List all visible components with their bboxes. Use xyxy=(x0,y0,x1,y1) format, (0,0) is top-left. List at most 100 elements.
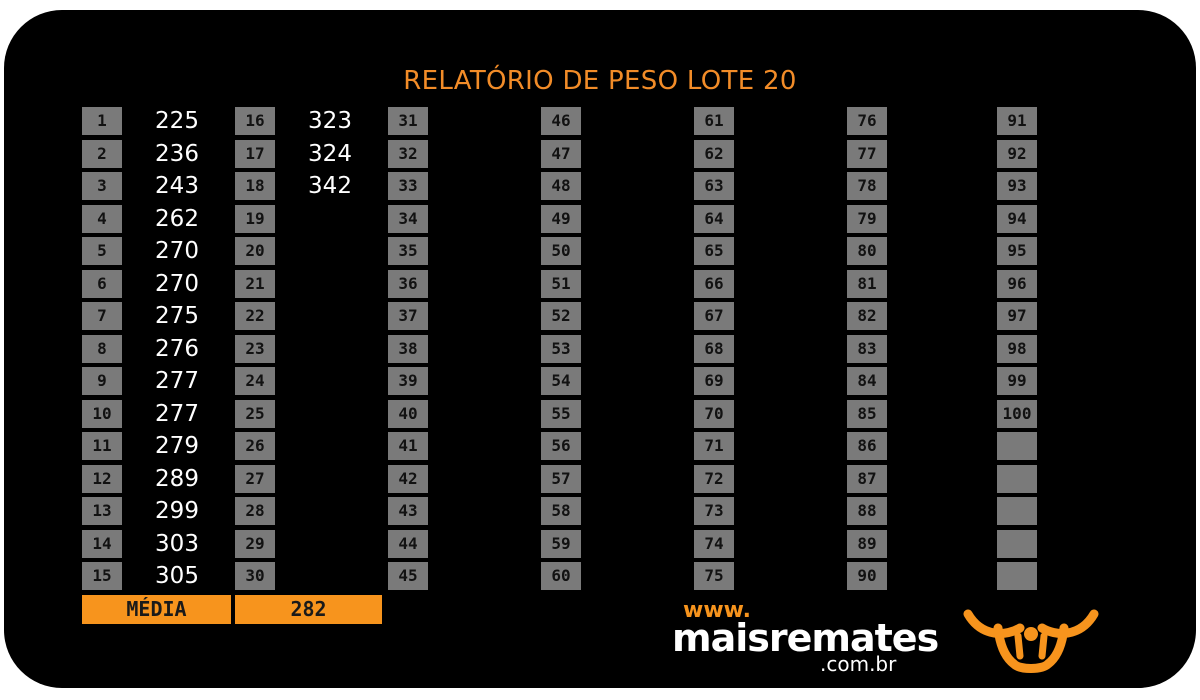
animal-weight: 276 xyxy=(155,335,199,362)
animal-number: 70 xyxy=(694,399,734,428)
animal-number: 48 xyxy=(541,172,581,200)
bull-head-icon xyxy=(963,609,1099,673)
animal-number: 68 xyxy=(694,334,734,363)
animal-number: 45 xyxy=(388,562,428,590)
animal-number: 75 xyxy=(694,562,734,590)
animal-number: 20 xyxy=(235,237,275,265)
animal-number: 37 xyxy=(388,302,428,330)
animal-number: 26 xyxy=(235,432,275,460)
animal-weight: 236 xyxy=(155,140,199,167)
animal-number: 60 xyxy=(541,562,581,590)
animal-weight: 243 xyxy=(155,173,199,199)
average-label: MÉDIA xyxy=(82,595,231,624)
animal-number: 2 xyxy=(82,139,122,168)
animal-number: 27 xyxy=(235,464,275,493)
animal-number: 43 xyxy=(388,497,428,525)
animal-number: 49 xyxy=(541,204,581,233)
animal-weight: 275 xyxy=(155,303,199,329)
animal-weight: 277 xyxy=(155,400,199,427)
animal-number: 53 xyxy=(541,334,581,363)
animal-number: 83 xyxy=(847,334,887,363)
logo-name: maisremates xyxy=(672,616,939,660)
animal-number: 30 xyxy=(235,562,275,590)
animal-number: 22 xyxy=(235,302,275,330)
animal-number: 88 xyxy=(847,497,887,525)
animal-number: 63 xyxy=(694,172,734,200)
animal-number: 96 xyxy=(997,269,1037,298)
animal-number: 8 xyxy=(82,334,122,363)
average-value: 282 xyxy=(235,595,382,624)
animal-weight: 299 xyxy=(155,498,199,524)
animal-number: 67 xyxy=(694,302,734,330)
animal-weight: 270 xyxy=(155,238,199,264)
animal-number: 11 xyxy=(82,432,122,460)
animal-number: 5 xyxy=(82,237,122,265)
animal-number: 66 xyxy=(694,269,734,298)
animal-number: 94 xyxy=(997,204,1037,233)
animal-number: 76 xyxy=(847,107,887,135)
animal-number: 98 xyxy=(997,334,1037,363)
animal-weight: 303 xyxy=(155,530,199,557)
animal-number: 78 xyxy=(847,172,887,200)
animal-number: 99 xyxy=(997,367,1037,395)
animal-number: 40 xyxy=(388,399,428,428)
animal-number: 73 xyxy=(694,497,734,525)
empty-cell xyxy=(997,497,1037,525)
animal-number: 79 xyxy=(847,204,887,233)
animal-number: 72 xyxy=(694,464,734,493)
animal-number: 95 xyxy=(997,237,1037,265)
animal-number: 12 xyxy=(82,464,122,493)
empty-cell xyxy=(997,432,1037,460)
animal-number: 15 xyxy=(82,562,122,590)
animal-number: 59 xyxy=(541,529,581,558)
animal-number: 56 xyxy=(541,432,581,460)
animal-number: 65 xyxy=(694,237,734,265)
report-title: RELATÓRIO DE PESO LOTE 20 xyxy=(403,66,797,96)
animal-number: 44 xyxy=(388,529,428,558)
animal-number: 29 xyxy=(235,529,275,558)
animal-weight: 324 xyxy=(308,140,352,167)
animal-number: 10 xyxy=(82,399,122,428)
empty-cell xyxy=(997,464,1037,493)
animal-number: 34 xyxy=(388,204,428,233)
animal-number: 21 xyxy=(235,269,275,298)
animal-number: 31 xyxy=(388,107,428,135)
animal-number: 80 xyxy=(847,237,887,265)
animal-number: 50 xyxy=(541,237,581,265)
animal-number: 13 xyxy=(82,497,122,525)
animal-number: 61 xyxy=(694,107,734,135)
animal-number: 55 xyxy=(541,399,581,428)
animal-number: 6 xyxy=(82,269,122,298)
animal-weight: 262 xyxy=(155,205,199,232)
animal-number: 42 xyxy=(388,464,428,493)
animal-number: 33 xyxy=(388,172,428,200)
animal-number: 54 xyxy=(541,367,581,395)
animal-number: 16 xyxy=(235,107,275,135)
animal-weight: 270 xyxy=(155,270,199,297)
animal-number: 85 xyxy=(847,399,887,428)
animal-number: 47 xyxy=(541,139,581,168)
animal-number: 90 xyxy=(847,562,887,590)
animal-number: 17 xyxy=(235,139,275,168)
logo-www: www. xyxy=(683,598,751,623)
animal-number: 19 xyxy=(235,204,275,233)
animal-number: 35 xyxy=(388,237,428,265)
animal-number: 58 xyxy=(541,497,581,525)
empty-cell xyxy=(997,562,1037,590)
animal-number: 32 xyxy=(388,139,428,168)
empty-cell xyxy=(997,529,1037,558)
animal-number: 77 xyxy=(847,139,887,168)
logo-tld: .com.br xyxy=(820,652,897,676)
animal-number: 82 xyxy=(847,302,887,330)
animal-number: 3 xyxy=(82,172,122,200)
animal-number: 1 xyxy=(82,107,122,135)
animal-weight: 289 xyxy=(155,465,199,492)
animal-number: 89 xyxy=(847,529,887,558)
animal-number: 41 xyxy=(388,432,428,460)
animal-number: 25 xyxy=(235,399,275,428)
animal-number: 4 xyxy=(82,204,122,233)
animal-number: 23 xyxy=(235,334,275,363)
animal-weight: 342 xyxy=(308,173,352,199)
animal-weight: 323 xyxy=(308,108,352,134)
animal-number: 46 xyxy=(541,107,581,135)
